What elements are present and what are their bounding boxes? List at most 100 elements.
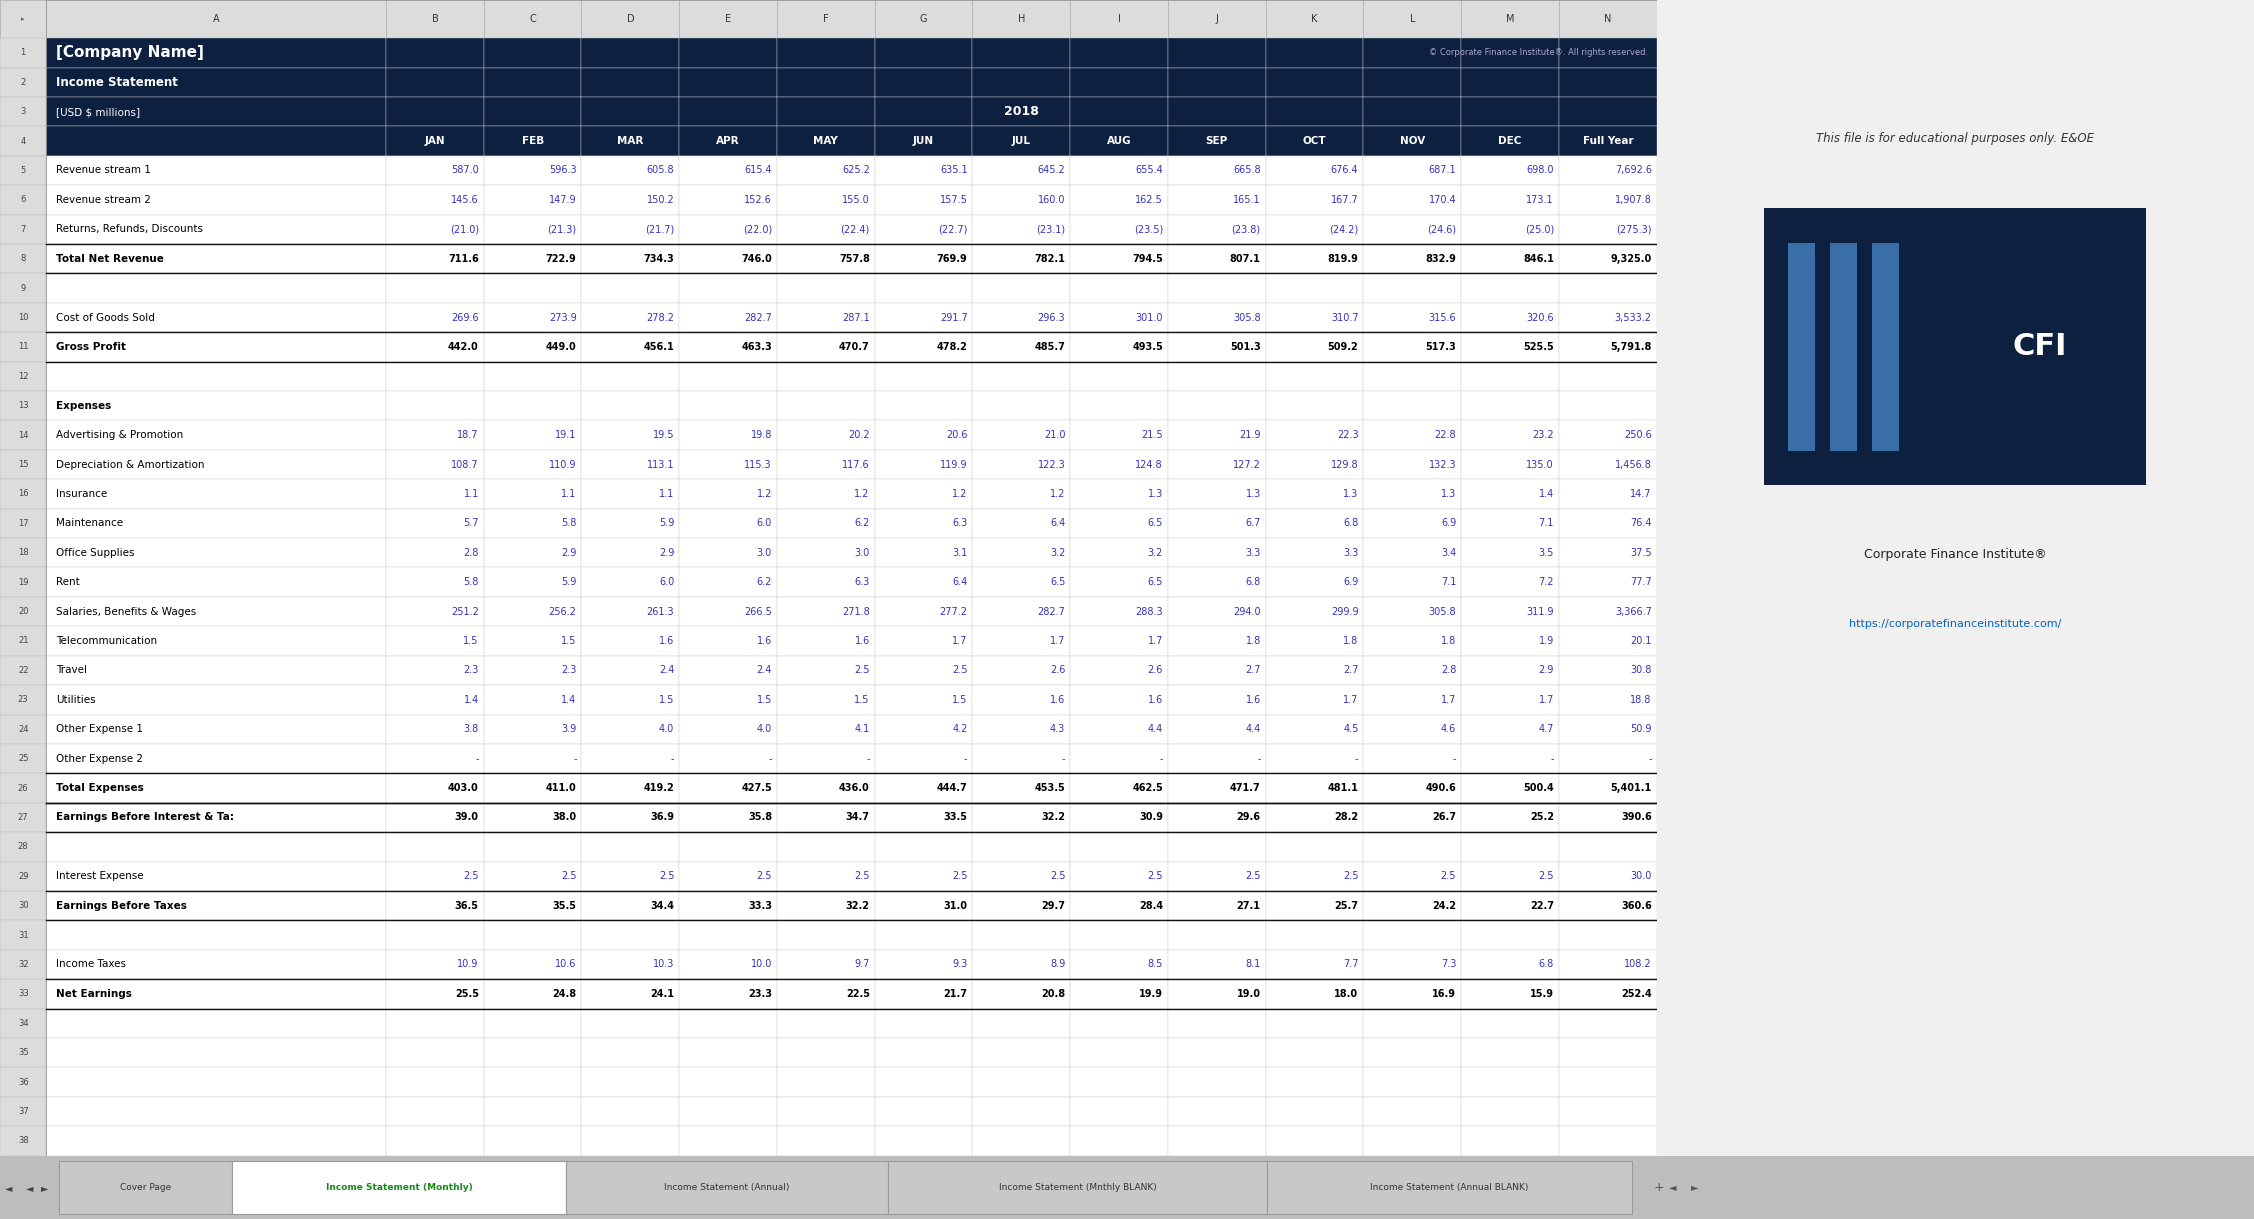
Bar: [0, 920, 47, 950]
Text: 20.1: 20.1: [1630, 636, 1652, 646]
Bar: [971, 67, 1071, 98]
Bar: [385, 1097, 485, 1126]
Bar: [971, 38, 1071, 67]
Bar: [1560, 0, 1657, 38]
Bar: [47, 391, 385, 421]
Bar: [485, 685, 582, 714]
Bar: [1364, 185, 1461, 215]
Text: 14.7: 14.7: [1630, 489, 1652, 499]
Bar: [485, 744, 582, 773]
Text: CFI: CFI: [2013, 333, 2067, 361]
Text: 1.5: 1.5: [757, 695, 773, 705]
Text: 2.6: 2.6: [1147, 666, 1163, 675]
Text: Utilities: Utilities: [56, 695, 97, 705]
Text: 17: 17: [18, 519, 29, 528]
Bar: [485, 156, 582, 185]
Bar: [0, 833, 47, 862]
Bar: [0, 744, 47, 773]
Bar: [0, 244, 47, 273]
Bar: [1364, 450, 1461, 479]
Bar: [47, 744, 385, 773]
Bar: [1168, 0, 1267, 38]
Bar: [971, 127, 1071, 156]
Bar: [1168, 891, 1267, 920]
Text: 25: 25: [18, 755, 29, 763]
Bar: [875, 891, 971, 920]
Text: 38.0: 38.0: [552, 812, 577, 823]
Bar: [582, 98, 678, 127]
Bar: [678, 597, 778, 627]
Bar: [1364, 127, 1461, 156]
Bar: [875, 1039, 971, 1068]
Text: 22: 22: [18, 666, 29, 675]
Bar: [47, 538, 385, 568]
Bar: [485, 950, 582, 979]
Bar: [485, 244, 582, 273]
Text: 5.9: 5.9: [658, 518, 674, 528]
Text: 6.3: 6.3: [854, 577, 870, 588]
Text: Net Earnings: Net Earnings: [56, 989, 133, 998]
Bar: [1461, 333, 1560, 362]
Bar: [678, 1097, 778, 1126]
Text: 25.5: 25.5: [455, 989, 478, 998]
Bar: [1461, 508, 1560, 538]
Bar: [875, 421, 971, 450]
Bar: [1267, 450, 1364, 479]
Text: Insurance: Insurance: [56, 489, 108, 499]
Text: ◄: ◄: [1668, 1182, 1677, 1192]
Bar: [1267, 656, 1364, 685]
Bar: [485, 362, 582, 391]
Text: 39.0: 39.0: [455, 812, 478, 823]
Bar: [1364, 1068, 1461, 1097]
Bar: [778, 156, 875, 185]
Bar: [1364, 862, 1461, 891]
Text: 8.5: 8.5: [1147, 959, 1163, 969]
Text: 3.2: 3.2: [1050, 547, 1066, 558]
Bar: [582, 744, 678, 773]
Text: 436.0: 436.0: [838, 783, 870, 794]
Text: 9,325.0: 9,325.0: [1609, 254, 1652, 263]
Bar: [1071, 1097, 1168, 1126]
Text: 34.4: 34.4: [649, 901, 674, 911]
Bar: [1560, 950, 1657, 979]
Bar: [1461, 862, 1560, 891]
Text: 23.2: 23.2: [1533, 430, 1553, 440]
Bar: [385, 1039, 485, 1068]
Bar: [582, 627, 678, 656]
Text: -: -: [476, 753, 478, 763]
Text: 12: 12: [18, 372, 29, 380]
Bar: [778, 685, 875, 714]
Text: 2.5: 2.5: [1244, 872, 1260, 881]
Bar: [582, 920, 678, 950]
Bar: [875, 803, 971, 833]
Bar: [1168, 656, 1267, 685]
Text: 147.9: 147.9: [550, 195, 577, 205]
Text: Income Taxes: Income Taxes: [56, 959, 126, 969]
Text: (23.8): (23.8): [1231, 224, 1260, 234]
Bar: [1871, 243, 1898, 451]
Bar: [875, 920, 971, 950]
Bar: [1461, 1097, 1560, 1126]
Text: 22.7: 22.7: [1530, 901, 1553, 911]
Bar: [1267, 891, 1364, 920]
Bar: [485, 862, 582, 891]
Bar: [0, 508, 47, 538]
Bar: [1364, 891, 1461, 920]
Text: 493.5: 493.5: [1132, 341, 1163, 352]
Text: 2.8: 2.8: [464, 547, 478, 558]
Text: -: -: [1062, 753, 1066, 763]
Bar: [485, 67, 582, 98]
Bar: [385, 333, 485, 362]
Text: Maintenance: Maintenance: [56, 518, 124, 528]
Text: 1.1: 1.1: [658, 489, 674, 499]
Bar: [385, 538, 485, 568]
Text: 119.9: 119.9: [940, 460, 967, 469]
Bar: [0, 627, 47, 656]
Bar: [778, 38, 875, 67]
Bar: [582, 833, 678, 862]
Bar: [678, 215, 778, 244]
Text: (23.1): (23.1): [1037, 224, 1066, 234]
Text: 1.9: 1.9: [1539, 636, 1553, 646]
Bar: [385, 156, 485, 185]
Bar: [875, 0, 971, 38]
